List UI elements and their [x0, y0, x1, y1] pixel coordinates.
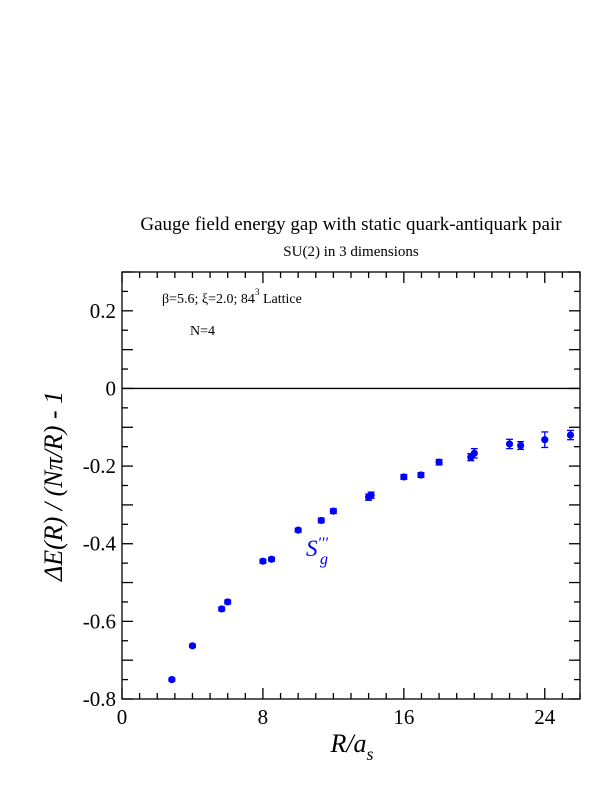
data-point: [400, 473, 408, 481]
data-point: [435, 458, 443, 466]
data-point: [566, 431, 575, 439]
y-tick-label: 0.2: [90, 299, 116, 323]
data-point: [317, 516, 325, 525]
y-tick-label: -0.4: [83, 532, 117, 556]
y-tick-label: -0.8: [83, 687, 116, 711]
y-tick-label: -0.6: [83, 609, 116, 633]
x-tick-label: 24: [534, 705, 556, 729]
axis-ticks: [121, 271, 581, 700]
data-points: [168, 429, 575, 684]
y-tick-label: -0.2: [83, 454, 116, 478]
tick-labels: 0 8 16 24 -0.8 -0.6 -0.4 -0.2 0 0.2: [83, 299, 556, 729]
data-point: [267, 555, 276, 563]
data-point: [168, 675, 176, 684]
data-point: [541, 436, 549, 444]
x-axis-label: R/as: [329, 729, 373, 764]
data-point: [259, 557, 267, 565]
data-point: [224, 598, 232, 606]
x-tick-label: 16: [393, 705, 414, 729]
data-point: [505, 440, 514, 448]
chart-subtitle: SU(2) in 3 dimensions: [283, 244, 419, 260]
n-annotation: N=4: [190, 324, 215, 339]
y-axis-label: ΔE(R) / (Nπ/R) - 1: [39, 391, 68, 582]
x-tick-label: 0: [117, 705, 128, 729]
data-point: [218, 605, 226, 613]
data-point: [329, 507, 337, 515]
lattice-params-annotation: β=5.6; ξ=2.0; 843 Lattice: [162, 287, 302, 307]
data-point: [294, 526, 302, 534]
x-tick-label: 8: [258, 705, 269, 729]
series-label: S′′′ g: [306, 535, 329, 568]
chart-title: Gauge field energy gap with static quark…: [140, 214, 562, 235]
data-point: [188, 642, 197, 650]
data-point: [417, 471, 425, 479]
data-point: [517, 441, 525, 450]
data-point: [470, 449, 478, 457]
data-point: [367, 491, 375, 499]
y-tick-label: 0: [106, 376, 117, 400]
